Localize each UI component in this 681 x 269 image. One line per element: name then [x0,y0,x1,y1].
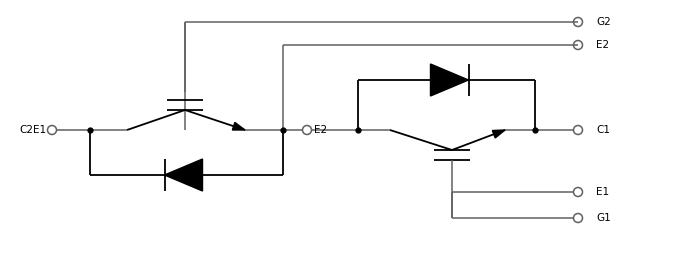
Polygon shape [430,64,469,96]
Text: C2E1: C2E1 [19,125,46,135]
Text: E1: E1 [596,187,609,197]
Text: G1: G1 [596,213,611,223]
Polygon shape [492,130,505,138]
Text: E2: E2 [314,125,327,135]
Text: G2: G2 [596,17,611,27]
Polygon shape [165,159,202,191]
Text: E2: E2 [596,40,609,50]
Text: C1: C1 [596,125,610,135]
Polygon shape [232,122,245,130]
